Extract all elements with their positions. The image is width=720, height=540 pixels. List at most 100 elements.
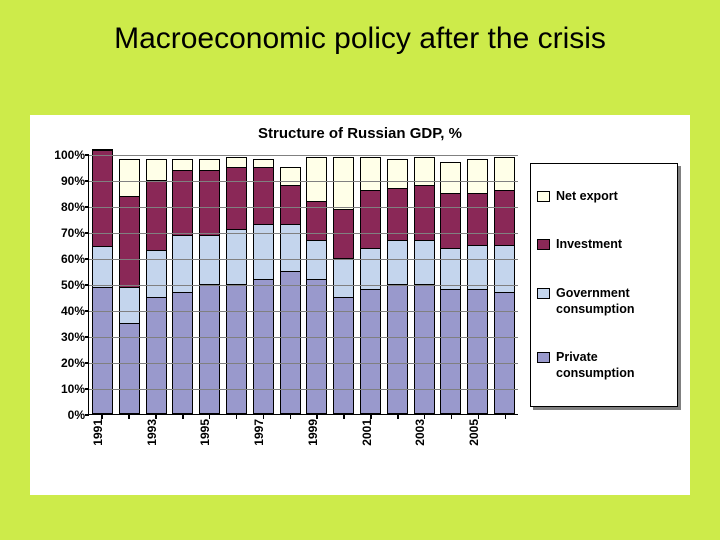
y-tick-label: 0% <box>68 408 85 422</box>
legend-label: Private consumption <box>556 350 671 381</box>
bar-segment-private <box>414 284 435 414</box>
bar-segment-netexp <box>226 157 247 167</box>
bar <box>387 159 408 414</box>
bar-segment-invest <box>199 170 220 235</box>
bar-segment-gov <box>414 240 435 284</box>
y-tick-mark <box>85 206 89 208</box>
bar <box>467 159 488 414</box>
x-tick-label <box>172 419 193 446</box>
x-tick-label: 2003 <box>413 419 434 446</box>
bar-segment-netexp <box>333 157 354 209</box>
bar-segment-netexp <box>440 162 461 193</box>
bar-segment-invest <box>467 193 488 245</box>
bar-segment-private <box>146 297 167 414</box>
legend-label: Government consumption <box>556 286 671 317</box>
y-tick-mark <box>85 180 89 182</box>
legend-swatch <box>537 288 550 299</box>
bar-segment-netexp <box>494 157 515 191</box>
bar <box>280 167 301 414</box>
bar-segment-private <box>92 287 113 414</box>
bar-segment-netexp <box>172 159 193 169</box>
bar-segment-netexp <box>387 159 408 188</box>
bar <box>146 159 167 414</box>
bar <box>119 159 140 414</box>
y-tick-mark <box>85 388 89 390</box>
slide-title: Macroeconomic policy after the crisis <box>0 0 720 56</box>
bar-segment-invest <box>414 185 435 240</box>
bar-segment-private <box>306 279 327 414</box>
bar-segment-invest <box>92 150 113 246</box>
x-tick-label <box>494 419 515 446</box>
grid-line <box>89 363 518 364</box>
bar-segment-invest <box>172 170 193 235</box>
grid-line <box>89 285 518 286</box>
chart-container: Structure of Russian GDP, % 0%10%20%30%4… <box>30 115 690 495</box>
bar <box>253 159 274 414</box>
x-tick-label: 2001 <box>360 419 381 446</box>
y-tick-label: 70% <box>61 226 85 240</box>
y-tick-label: 30% <box>61 330 85 344</box>
bar-segment-gov <box>440 248 461 290</box>
y-tick-label: 60% <box>61 252 85 266</box>
bar-segment-gov <box>360 248 381 290</box>
y-tick-mark <box>85 362 89 364</box>
grid-line <box>89 233 518 234</box>
y-tick-label: 90% <box>61 174 85 188</box>
x-tick-label <box>118 419 139 446</box>
x-tick-label <box>333 419 354 446</box>
bar-segment-invest <box>146 180 167 250</box>
bar-segment-invest <box>280 185 301 224</box>
legend-swatch <box>537 239 550 250</box>
x-tick-label: 1997 <box>252 419 273 446</box>
y-tick-mark <box>85 310 89 312</box>
legend-item-invest: Investment <box>537 237 671 253</box>
bar-segment-gov <box>280 224 301 271</box>
bar-segment-gov <box>226 229 247 284</box>
bar-segment-invest <box>226 167 247 229</box>
bar-segment-netexp <box>146 159 167 180</box>
bar-segment-invest <box>494 190 515 245</box>
bar <box>440 162 461 414</box>
bar-segment-private <box>226 284 247 414</box>
y-tick-label: 10% <box>61 382 85 396</box>
x-tick-label: 1999 <box>306 419 327 446</box>
y-tick-mark <box>85 336 89 338</box>
y-tick-label: 50% <box>61 278 85 292</box>
plot-area: 0%10%20%30%40%50%60%70%80%90%100% <box>88 155 518 415</box>
legend-swatch <box>537 352 550 363</box>
y-tick-label: 100% <box>54 148 85 162</box>
bar-segment-invest <box>253 167 274 224</box>
y-tick-mark <box>85 258 89 260</box>
legend-item-private: Private consumption <box>537 350 671 381</box>
bar-segment-netexp <box>467 159 488 193</box>
bar-segment-private <box>467 289 488 414</box>
bar-segment-netexp <box>280 167 301 185</box>
y-tick-mark <box>85 284 89 286</box>
bar-segment-gov <box>387 240 408 284</box>
bar-segment-netexp <box>119 159 140 195</box>
y-tick-mark <box>85 154 89 156</box>
bar <box>92 149 113 414</box>
chart-title: Structure of Russian GDP, % <box>30 115 690 142</box>
x-tick-label: 2005 <box>467 419 488 446</box>
y-tick-label: 40% <box>61 304 85 318</box>
legend: Net export Investment Government consumpti… <box>530 163 678 407</box>
bar-segment-private <box>360 289 381 414</box>
bar-segment-invest <box>119 196 140 287</box>
bar-segment-private <box>199 284 220 414</box>
x-axis-labels: 1991 1993 1995 1997 1999 2001 2003 2005 <box>88 419 518 446</box>
x-tick-label: 1993 <box>145 419 166 446</box>
x-tick-label: 1991 <box>91 419 112 446</box>
legend-item-netexp: Net export <box>537 189 671 205</box>
bar-segment-private <box>333 297 354 414</box>
x-tick-label <box>387 419 408 446</box>
bar-segment-gov <box>92 246 113 287</box>
slide: Macroeconomic policy after the crisis St… <box>0 0 720 540</box>
grid-line <box>89 259 518 260</box>
bar-segment-private <box>280 271 301 414</box>
bar-segment-gov <box>467 245 488 289</box>
grid-line <box>89 389 518 390</box>
x-tick-label: 1995 <box>198 419 219 446</box>
grid-line <box>89 155 518 156</box>
bar-segment-private <box>440 289 461 414</box>
